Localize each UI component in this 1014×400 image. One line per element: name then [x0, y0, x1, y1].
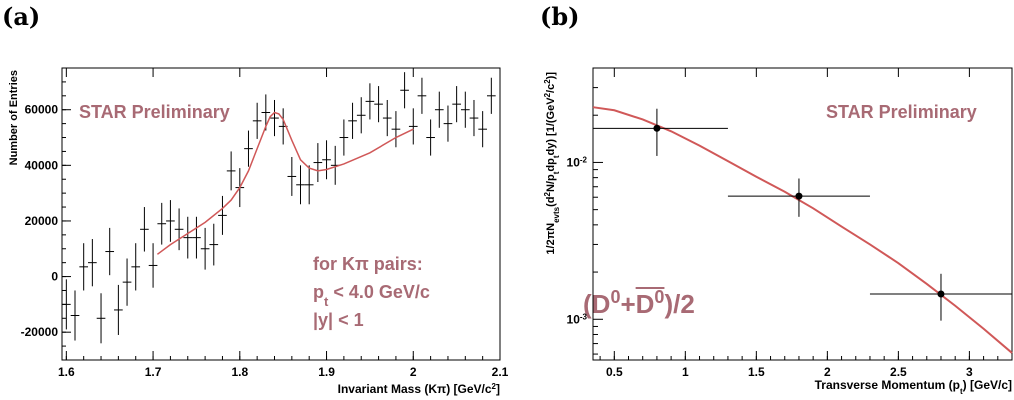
chart-a-data-point	[261, 94, 271, 131]
chart-a-data-point	[391, 111, 401, 148]
chart-a-x-tick-label: 1.6	[58, 365, 75, 379]
chart-a-data-point	[348, 102, 357, 139]
chart-a-data-point	[96, 293, 106, 344]
chart-a-data-point	[382, 99, 392, 137]
chart-b-x-axis-label: Transverse Momentum (pt) [GeV/c]	[815, 378, 1012, 396]
chart-a-data-point	[140, 207, 149, 252]
chart-a-data-point	[287, 156, 297, 196]
chart-a-y-tick-label: -20000	[21, 325, 59, 339]
chart-a-data-point	[313, 143, 323, 183]
chart-a-x-tick-label: 1.8	[231, 365, 248, 379]
chart-a-data-point	[244, 130, 253, 167]
chart-b-y-tick-label: 10-2	[567, 155, 588, 170]
chart-b-y-axis-label: 1/2πNevts(d2N/ptdptdy) [1/(GeV2/c2)]	[543, 72, 561, 255]
chart-a-y-tick-label: 0	[51, 270, 58, 284]
panel-label-b: (b)	[540, 2, 580, 31]
chart-b-x-tick-label: 1	[682, 365, 689, 379]
chart-a-x-axis-label: Invariant Mass (Kπ) [GeV/c2]	[338, 382, 500, 397]
chart-b-y-tick-label: 10-3	[567, 312, 588, 327]
chart-a-data-point	[166, 200, 175, 242]
svg-text:pt < 4.0 GeV/c: pt < 4.0 GeV/c	[313, 282, 430, 309]
chart-b-x-tick-label: 0.5	[606, 365, 623, 379]
chart-a-fit-curve	[156, 111, 414, 255]
chart-a-data-point	[183, 216, 193, 259]
chart-a-x-tick-label: 2.1	[492, 365, 509, 379]
svg-text:Transverse Momentum (pt) [GeV/: Transverse Momentum (pt) [GeV/c]	[815, 378, 1012, 396]
chart-a-data-point	[122, 258, 132, 306]
chart-a-data-point	[365, 83, 375, 120]
chart-a-cut-title: for Kπ pairs:	[313, 254, 423, 274]
chart-b-formula: (D0+D0)/2	[583, 287, 695, 319]
chart-a-data-point	[356, 97, 366, 134]
svg-text:1/2πNevts(d2N/ptdptdy) [1/(GeV: 1/2πNevts(d2N/ptdptdy) [1/(GeV2/c2)]	[543, 72, 561, 255]
chart-a-data-point	[270, 99, 279, 137]
chart-b-data-point	[727, 178, 870, 217]
chart-a-frame	[61, 67, 501, 361]
chart-a-data-point	[131, 243, 141, 291]
chart-a-data-point	[192, 216, 201, 259]
chart-a-data-point	[443, 105, 453, 142]
chart-a-data-point	[200, 227, 210, 270]
chart-a-data-point	[218, 195, 227, 235]
chart-a-data-point	[304, 165, 314, 205]
panel-label-a: (a)	[2, 2, 41, 31]
chart-a-y-axis-label: Number of Entries	[8, 70, 20, 165]
chart-a-data-point	[252, 102, 262, 139]
chart-b-data-point	[869, 273, 1012, 321]
chart-a-data-point	[469, 99, 479, 137]
chart-a-data-point	[79, 243, 89, 291]
chart-a-cut-y: |y| < 1	[313, 310, 364, 330]
chart-a-y-tick-label: 20000	[25, 214, 59, 228]
chart-b-data-point	[593, 108, 728, 156]
chart-a-x-tick-label: 1.9	[318, 365, 335, 379]
chart-b-fit-curve	[592, 106, 1013, 354]
chart-a-y-tick-label: 60000	[25, 103, 59, 117]
chart-b-marker	[795, 192, 803, 200]
chart-a-data-point	[426, 119, 435, 156]
chart-b-x-tick-label: 3	[966, 365, 973, 379]
chart-b-x-tick-label: 2.5	[890, 365, 907, 379]
chart-a-data-point	[460, 91, 470, 128]
chart-a-data-point	[417, 77, 427, 114]
chart-a-data-point	[157, 202, 167, 245]
chart-a-cut-pt: pt < 4.0 GeV/c	[313, 282, 430, 309]
chart-a-data-point	[434, 91, 444, 128]
chart-b-x-tick-label: 2	[824, 365, 831, 379]
chart-a-data-point	[88, 239, 97, 287]
chart-a-data-point	[400, 72, 409, 109]
chart-a-x-tick-label: 2	[410, 365, 417, 379]
chart-a-data-point	[322, 140, 331, 180]
chart-a-data-point	[339, 119, 349, 156]
chart-a-data-point	[114, 284, 123, 335]
chart-a-data-point	[478, 111, 487, 148]
chart-a-data-point	[174, 208, 184, 251]
chart-a-data-point	[62, 279, 71, 330]
chart-a-data-point	[70, 290, 80, 341]
chart-b-x-tick-label: 1.5	[748, 365, 765, 379]
chart-a-data-point	[486, 77, 496, 114]
chart-b-marker	[653, 124, 661, 132]
chart-a-data-point	[374, 86, 383, 123]
chart-a-data-point	[296, 165, 305, 205]
chart-a-data-point	[226, 151, 236, 191]
chart-b-preliminary-label: STAR Preliminary	[826, 102, 977, 122]
chart-a-data-point	[105, 227, 115, 276]
chart-b-marker	[937, 290, 945, 298]
chart-a-data-point	[209, 223, 219, 266]
chart-a-y-tick-label: 40000	[25, 158, 59, 172]
svg-text:(D0+D0)/2: (D0+D0)/2	[583, 287, 695, 319]
chart-a-data-point	[148, 243, 158, 288]
chart-a-data-point	[408, 108, 418, 145]
chart-a-x-tick-label: 1.7	[145, 365, 162, 379]
chart-a-preliminary-label: STAR Preliminary	[79, 102, 230, 122]
chart-b-frame	[592, 67, 1013, 361]
chart-a-data-point	[452, 86, 461, 123]
